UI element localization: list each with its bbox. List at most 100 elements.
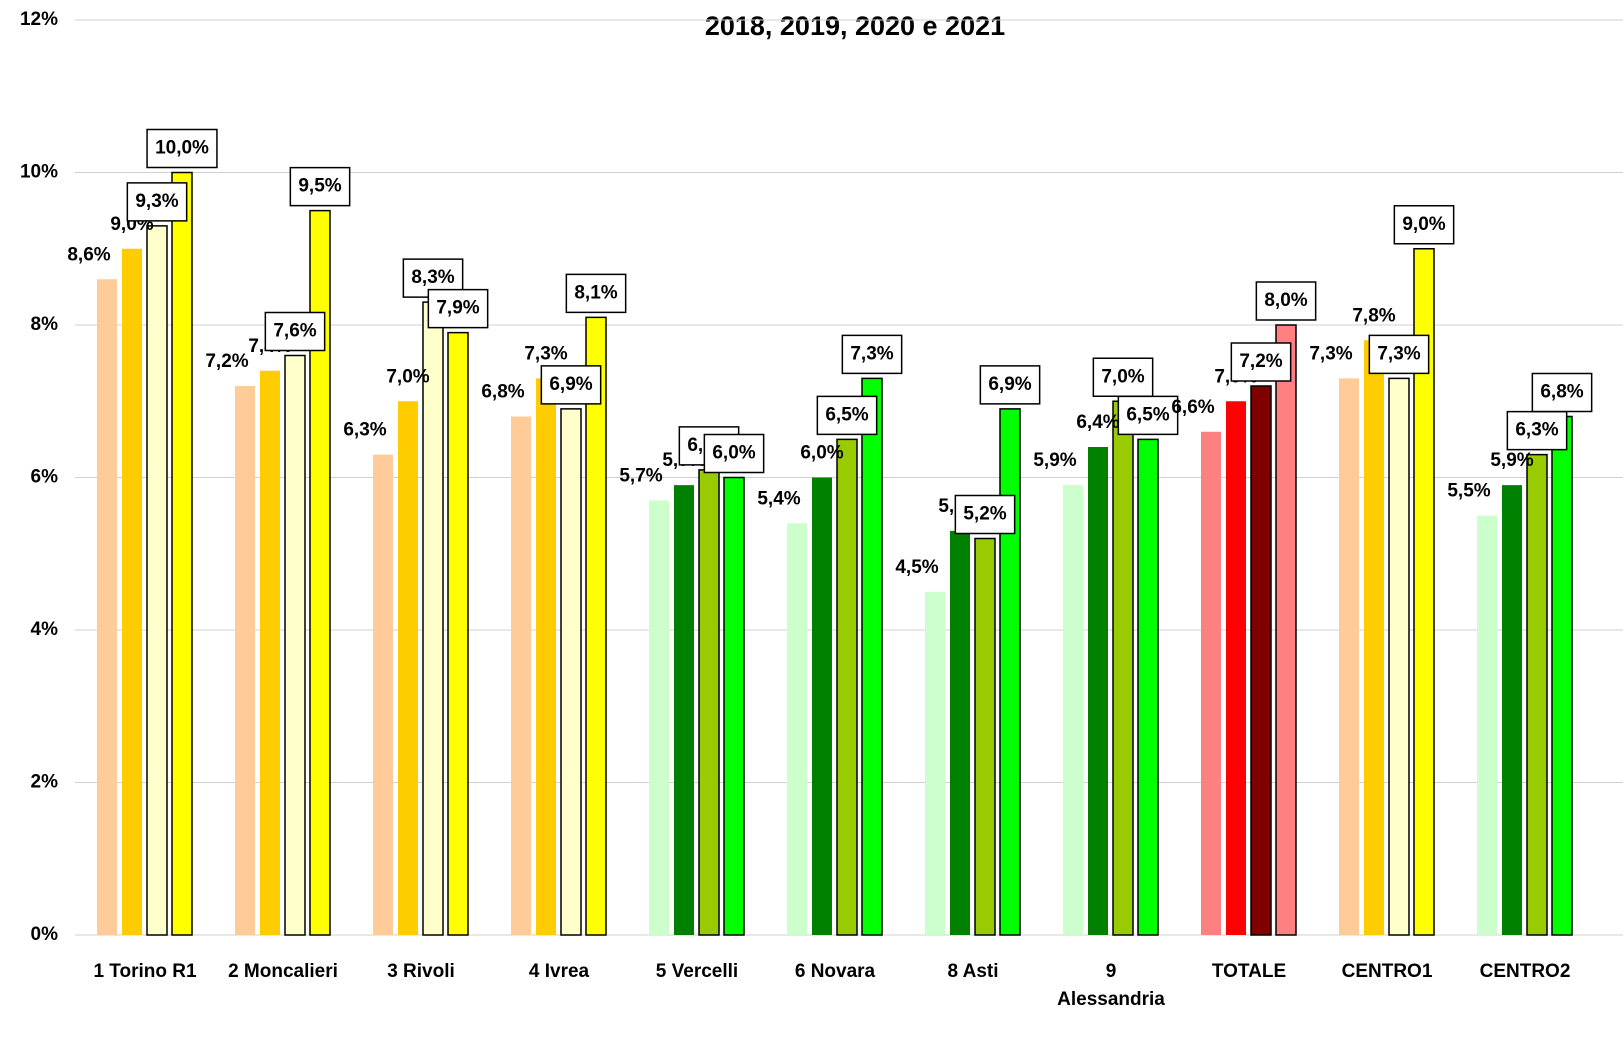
data-label: 7,2%: [205, 351, 248, 372]
bar: [974, 537, 996, 936]
data-label-box: [954, 494, 1016, 535]
bar: [585, 316, 607, 936]
bar: [1526, 453, 1548, 936]
bar: [284, 354, 306, 936]
data-label-box: [146, 128, 218, 169]
data-label-box: [427, 288, 489, 329]
x-tick-label: 1 Torino R1: [93, 961, 197, 982]
bar: [950, 530, 970, 935]
x-tick-label: 5 Vercelli: [655, 961, 739, 982]
bar: [1112, 400, 1134, 936]
data-label: 5,4%: [757, 488, 800, 509]
bar: [235, 386, 255, 935]
bar: [1502, 485, 1522, 935]
bar: [925, 591, 945, 935]
data-label: 10,0%: [155, 138, 209, 159]
bar: [1275, 324, 1297, 936]
bar: [1250, 385, 1272, 936]
data-label-box: [1531, 372, 1593, 413]
data-label-box: [841, 334, 903, 375]
data-label: 8,1%: [574, 282, 617, 303]
data-label: 8,3%: [411, 267, 454, 288]
data-label: 6,9%: [549, 374, 592, 395]
data-label: 7,0%: [386, 366, 429, 387]
bar: [398, 401, 418, 935]
y-tick-label: 0%: [31, 924, 59, 945]
bar: [1413, 248, 1435, 936]
data-label: 7,8%: [1352, 305, 1395, 326]
data-label: 9,0%: [1402, 214, 1445, 235]
data-label-box: [1393, 205, 1455, 245]
chart-title: 2018, 2019, 2020 e 2021: [705, 11, 1005, 41]
bar: [1551, 415, 1573, 936]
data-label: 6,5%: [1126, 404, 1169, 425]
data-label-box: [1368, 334, 1430, 375]
bar: [536, 378, 556, 935]
data-label: 6,4%: [1076, 412, 1119, 433]
data-label: 6,0%: [800, 443, 843, 464]
bar: [1137, 438, 1159, 936]
bar: [373, 454, 393, 935]
x-tick-label: 8 Asti: [947, 961, 999, 982]
data-label-box: [126, 182, 188, 222]
bar: [812, 477, 832, 935]
data-label: 6,3%: [1515, 420, 1558, 441]
data-label: 9,3%: [135, 191, 178, 212]
data-label-box: [1092, 357, 1154, 397]
data-label: 8,0%: [1264, 290, 1307, 311]
data-label-box: [703, 433, 765, 474]
bar: [698, 469, 720, 936]
bar: [649, 500, 669, 935]
x-tick-label: CENTRO1: [1341, 961, 1433, 982]
data-label-box: [565, 273, 627, 314]
bar: [1388, 377, 1410, 936]
bar: [146, 225, 168, 936]
data-label: 5,5%: [1447, 481, 1490, 502]
bar: [309, 209, 331, 936]
bar: [447, 331, 469, 936]
bar: [861, 377, 883, 936]
data-label-box: [1117, 395, 1179, 436]
data-label: 6,5%: [825, 404, 868, 425]
x-tick-label: 3 Rivoli: [387, 961, 455, 982]
bar: [1477, 515, 1497, 935]
x-tick-label: 4 Ivrea: [528, 961, 590, 982]
data-label-box: [816, 395, 878, 436]
bar: [97, 279, 117, 935]
data-label: 9,5%: [298, 176, 341, 197]
data-label-box: [289, 166, 351, 207]
x-tick-label: 6 Novara: [794, 961, 876, 982]
data-label-box: [1230, 342, 1292, 382]
bar: [1339, 378, 1359, 935]
y-tick-label: 12%: [20, 9, 58, 30]
x-tick-label: CENTRO2: [1479, 961, 1571, 982]
data-label: 4,5%: [895, 557, 938, 578]
y-tick-label: 6%: [31, 467, 59, 488]
y-tick-label: 2%: [31, 772, 59, 793]
bar: [1088, 447, 1108, 935]
data-label: 7,9%: [436, 298, 479, 319]
bar: [422, 301, 444, 936]
data-label: 7,3%: [1377, 343, 1420, 364]
data-label: 7,3%: [524, 343, 567, 364]
x-tick-label: 9 Alessandria: [1057, 961, 1165, 1010]
data-label: 7,6%: [273, 321, 316, 342]
bar: [1201, 431, 1221, 935]
data-label: 7,2%: [1239, 351, 1282, 372]
bar: [723, 476, 745, 936]
bar: [260, 370, 280, 935]
bar: [787, 523, 807, 935]
data-label-box: [264, 311, 326, 352]
data-label: 5,9%: [1033, 450, 1076, 471]
data-label-box: [1255, 281, 1317, 321]
y-tick-label: 10%: [20, 162, 58, 183]
bar: [511, 416, 531, 935]
bar: [836, 438, 858, 936]
y-tick-label: 4%: [31, 619, 59, 640]
data-label: 8,6%: [67, 244, 110, 265]
data-label: 5,7%: [619, 465, 662, 486]
data-label: 6,8%: [481, 382, 524, 403]
data-label: 6,9%: [988, 374, 1031, 395]
